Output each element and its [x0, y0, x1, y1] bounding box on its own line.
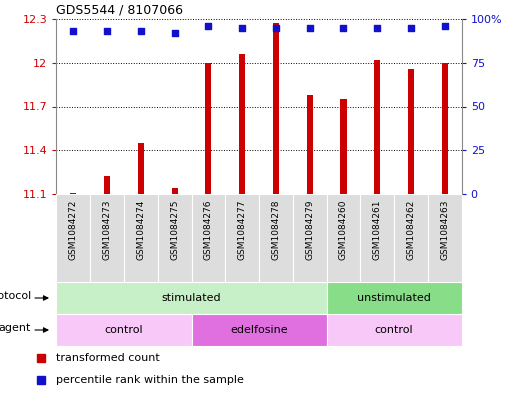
Bar [428, 194, 462, 282]
Text: GSM1084263: GSM1084263 [440, 199, 449, 260]
Point [272, 25, 280, 31]
Bar [56, 282, 327, 314]
Text: transformed count: transformed count [56, 353, 160, 363]
Point [103, 28, 111, 35]
Bar [56, 194, 90, 282]
Text: GSM1084277: GSM1084277 [238, 199, 247, 260]
Point [137, 28, 145, 35]
Bar [293, 194, 327, 282]
Text: control: control [105, 325, 143, 335]
Text: GSM1084261: GSM1084261 [373, 199, 382, 260]
Text: control: control [375, 325, 413, 335]
Bar [138, 143, 144, 194]
Bar [104, 176, 110, 194]
Text: percentile rank within the sample: percentile rank within the sample [56, 375, 244, 386]
Text: GSM1084279: GSM1084279 [305, 199, 314, 260]
Bar [171, 188, 177, 194]
Text: GSM1084275: GSM1084275 [170, 199, 179, 260]
Bar [259, 194, 293, 282]
Bar [442, 63, 448, 194]
Bar [273, 23, 279, 194]
Bar [327, 194, 360, 282]
Text: GSM1084262: GSM1084262 [406, 199, 416, 260]
Bar [360, 194, 394, 282]
Bar [239, 54, 245, 194]
Point [69, 28, 77, 35]
Point [170, 30, 179, 36]
Bar [394, 194, 428, 282]
Text: GSM1084272: GSM1084272 [69, 199, 78, 260]
Bar [307, 95, 313, 194]
Bar [205, 63, 211, 194]
Text: agent: agent [0, 323, 31, 333]
Bar [124, 194, 158, 282]
Bar [70, 193, 76, 194]
Bar [191, 194, 225, 282]
Point [306, 25, 314, 31]
Bar [191, 314, 327, 346]
Point [340, 25, 348, 31]
Bar [225, 194, 259, 282]
Text: GSM1084260: GSM1084260 [339, 199, 348, 260]
Point [238, 25, 246, 31]
Bar [90, 194, 124, 282]
Point [373, 25, 381, 31]
Bar [341, 99, 347, 194]
Bar [327, 282, 462, 314]
Text: GDS5544 / 8107066: GDS5544 / 8107066 [56, 4, 184, 17]
Text: GSM1084278: GSM1084278 [271, 199, 281, 260]
Point [441, 23, 449, 29]
Bar [56, 314, 191, 346]
Text: edelfosine: edelfosine [230, 325, 288, 335]
Text: GSM1084273: GSM1084273 [103, 199, 112, 260]
Point [407, 25, 415, 31]
Text: protocol: protocol [0, 291, 31, 301]
Text: unstimulated: unstimulated [357, 293, 431, 303]
Bar [157, 194, 191, 282]
Bar [408, 69, 414, 194]
Bar [327, 314, 462, 346]
Text: GSM1084274: GSM1084274 [136, 199, 145, 260]
Text: GSM1084276: GSM1084276 [204, 199, 213, 260]
Point [204, 23, 212, 29]
Bar [374, 60, 380, 194]
Text: stimulated: stimulated [162, 293, 221, 303]
